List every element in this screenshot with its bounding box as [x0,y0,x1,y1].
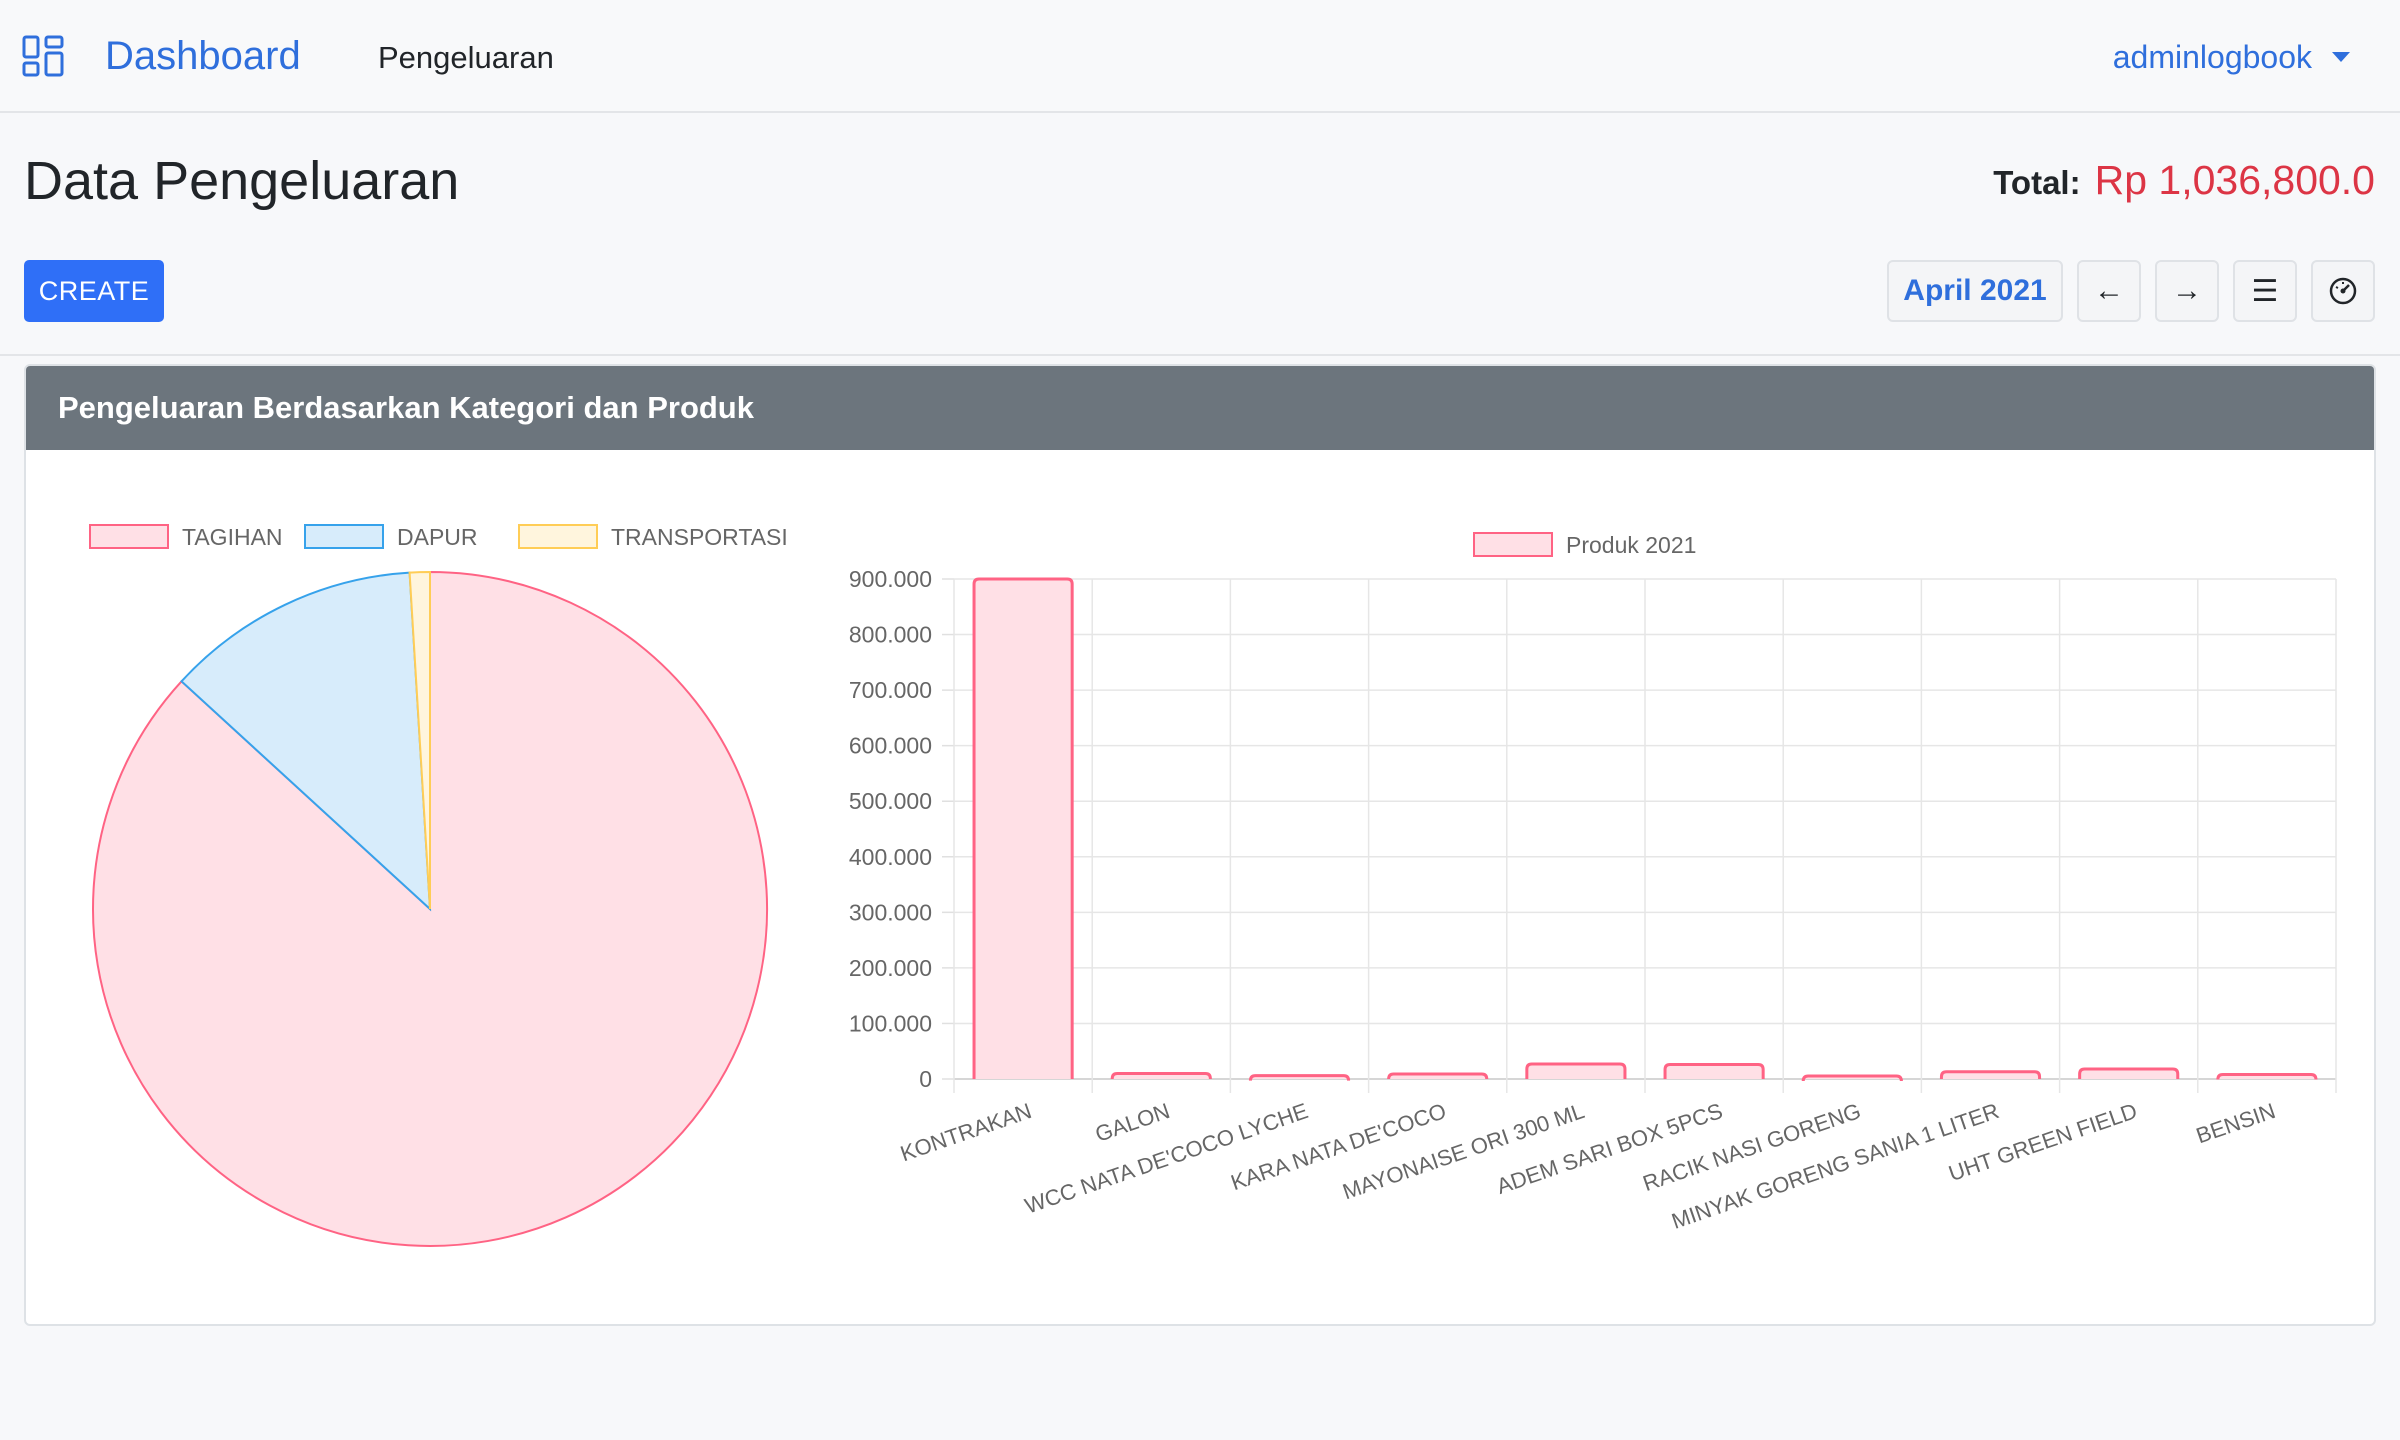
navbar: Dashboard Pengeluaran adminlogbook [0,0,2400,113]
user-name: adminlogbook [2112,39,2312,75]
month-selector-button[interactable]: April 2021 [1887,260,2063,322]
legend-label-dapur: DAPUR [397,524,478,550]
charts-canvas: TAGIHAN DAPUR TRANSPORTASI Produk 2021 0 10… [89,524,2337,1247]
divider [0,354,2400,356]
y-tick-label: 800.000 [849,622,932,648]
legend-label-tagihan: TAGIHAN [182,524,283,550]
dashboard-view-button[interactable] [2311,260,2375,322]
list-view-button[interactable]: ☰ [2233,260,2297,322]
x-tick-label: ADEM SARI BOX 5PCS [1493,1098,1725,1199]
pie-slice-dapur [180,571,432,912]
pie-chart: TAGIHAN DAPUR TRANSPORTASI [89,524,788,1247]
y-tick-label: 900.000 [849,566,932,592]
legend-swatch-dapur [304,524,384,549]
y-tick-label: 100.000 [849,1010,932,1036]
caret-down-icon [2332,52,2350,62]
legend-swatch-produk-2021 [1473,532,1553,557]
legend-label-transportasi: TRANSPORTASI [611,524,788,550]
legend-swatch-transportasi [518,524,598,549]
pie-slice-transportasi [408,570,431,910]
bar-mayonaise-ori-300-ml [1525,1062,1627,1079]
page-title: Data Pengeluaran [24,151,460,211]
x-tick-label: KONTRAKAN [897,1098,1035,1166]
create-button[interactable]: CREATE [24,260,164,322]
bar-minyak-goreng-sania-1-liter [1939,1070,2042,1079]
prev-month-button[interactable]: ← [2077,260,2141,322]
arrow-left-icon: ← [2094,274,2124,307]
total-summary: Total: Rp 1,036,800.0 [1993,157,2375,204]
y-tick-label: 300.000 [849,899,932,925]
bar-y-axis: 0 100.000 200.000 300.000 400.000 500.000 600.… [849,566,932,1092]
y-tick-label: 700.000 [849,677,932,703]
bar-kontrakan [972,577,1074,1079]
bar-racik-nasi-goreng [1801,1074,1903,1082]
x-tick-label: BENSIN [2193,1098,2279,1148]
total-label: Total: [1993,164,2081,201]
card-title: Pengeluaran Berdasarkan Kategori dan Pro… [26,366,2374,450]
bar-adem-sari-box-5pcs [1663,1063,1765,1079]
y-tick-label: 400.000 [849,844,932,870]
y-tick-label: 500.000 [849,788,932,814]
x-tick-label: MAYONAISE ORI 300 ML [1339,1098,1587,1204]
nav-link-pengeluaran[interactable]: Pengeluaran [378,40,554,75]
list-icon: ☰ [2251,274,2279,308]
pie-legend: TAGIHAN DAPUR TRANSPORTASI [89,524,788,550]
bar-chart: Produk 2021 0 100.000 200.000 300.000 400.00… [849,532,2337,1234]
bar-legend: Produk 2021 [1473,532,1696,558]
bar-uht-green-field [2078,1067,2180,1079]
y-tick-label: 200.000 [849,955,932,981]
pie-slices [92,570,768,1247]
bar-grid [942,578,2337,1093]
next-month-button[interactable]: → [2155,260,2219,322]
chart-card: Pengeluaran Berdasarkan Kategori dan Pro… [24,364,2376,1326]
y-tick-label: 600.000 [849,733,932,759]
bar-series [972,577,2318,1082]
speedometer-icon [2329,277,2357,305]
y-tick-label: 0 [919,1066,932,1092]
bar-bensin [2216,1073,2318,1080]
x-tick-label: GALON [1092,1098,1173,1147]
total-value: Rp 1,036,800.0 [2094,157,2375,203]
brand-link[interactable]: Dashboard [105,34,301,78]
arrow-right-icon: → [2172,274,2202,307]
bar-kara-nata-de-coco [1387,1072,1489,1080]
bar-galon [1110,1071,1212,1079]
user-dropdown[interactable]: adminlogbook [2113,36,2350,78]
period-toolbar: April 2021 ← → ☰ [1887,260,2375,322]
legend-label-produk-2021: Produk 2021 [1566,532,1696,558]
bar-wcc-nata-de-coco-lyche [1248,1074,1351,1081]
legend-swatch-tagihan [89,524,169,549]
grid-icon[interactable] [22,35,64,77]
